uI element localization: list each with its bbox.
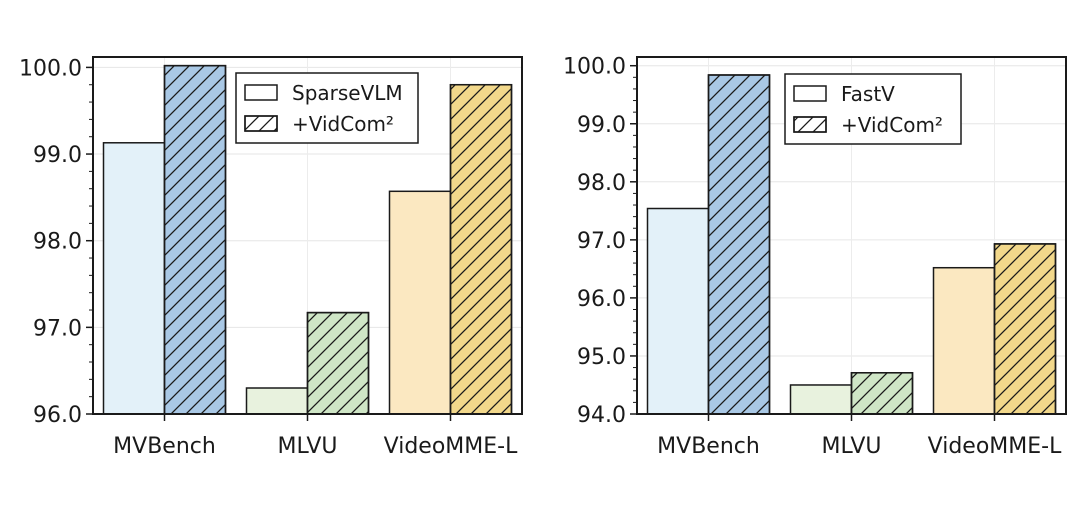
legend-label-fastv: FastV <box>841 82 895 106</box>
y-tick-label: 97.0 <box>33 316 82 341</box>
bar-mvbench-sparsevlm <box>102 142 166 415</box>
legend-swatch-fastv <box>793 85 827 102</box>
bar-hatch-mvbench-vidcom <box>707 74 771 415</box>
y-tick-label: 95.0 <box>577 345 626 370</box>
bar-hatch-mlvu-vidcom <box>850 372 914 415</box>
legend-label-sparsevlm: SparseVLM <box>292 81 403 105</box>
y-tick-label: 98.0 <box>33 230 82 255</box>
y-tick-label: 100.0 <box>19 56 82 81</box>
y-tick-label: 100.0 <box>563 55 626 80</box>
legend: SparseVLM +VidCom² <box>235 72 419 144</box>
y-tick-label: 99.0 <box>577 113 626 138</box>
x-tick-label-mvbench: MVBench <box>657 434 760 459</box>
legend-label-vidcom: +VidCom² <box>292 112 394 136</box>
bar-mlvu-fastv <box>789 384 853 415</box>
x-tick-label-mlvu: MLVU <box>278 434 338 459</box>
axes-frame <box>92 56 523 415</box>
y-tick-label: 99.0 <box>33 143 82 168</box>
legend: FastV +VidCom² <box>784 73 962 145</box>
x-tick-label-videomme-l: VideoMME-L <box>928 434 1062 459</box>
y-tick-label: 98.0 <box>577 171 626 196</box>
bar-hatch-videomme-l-vidcom <box>449 83 513 415</box>
bar-hatch-mlvu-vidcom <box>306 311 370 415</box>
y-tick-label: 94.0 <box>577 403 626 428</box>
y-tick-label: 97.0 <box>577 229 626 254</box>
bar-hatch-mvbench-vidcom <box>163 64 227 415</box>
bar-videomme-l-fastv <box>932 266 996 415</box>
legend-swatch-hatch-vidcom <box>793 116 827 133</box>
y-tick-label: 96.0 <box>33 403 82 428</box>
legend-swatch-sparsevlm <box>244 84 278 101</box>
bar-hatch-videomme-l-vidcom <box>993 243 1057 415</box>
right-chart-panel: 94.0 95.0 96.0 97.0 98.0 99.0 100.0 MVBench MLVU… <box>563 55 1067 459</box>
legend-label-vidcom: +VidCom² <box>841 113 943 137</box>
axes-frame <box>636 56 1067 415</box>
bar-mvbench-fastv <box>646 207 710 415</box>
bar-mlvu-sparsevlm <box>245 387 309 415</box>
legend-swatch-hatch-vidcom <box>244 115 278 132</box>
y-tick-label: 96.0 <box>577 287 626 312</box>
left-chart-panel: 96.0 97.0 98.0 99.0 100.0 MVBench MLVU VideoMME… <box>19 56 523 459</box>
x-tick-label-videomme-l: VideoMME-L <box>384 434 518 459</box>
x-tick-label-mlvu: MLVU <box>822 434 882 459</box>
bar-videomme-l-sparsevlm <box>388 190 452 415</box>
x-tick-label-mvbench: MVBench <box>113 434 216 459</box>
